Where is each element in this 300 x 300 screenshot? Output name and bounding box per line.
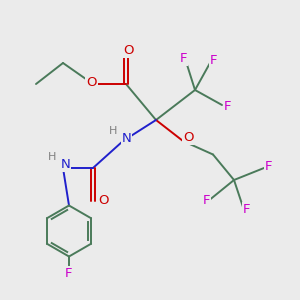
Text: H: H — [48, 152, 57, 163]
Text: F: F — [179, 52, 187, 65]
Text: O: O — [98, 194, 109, 208]
Text: F: F — [265, 160, 272, 173]
Text: N: N — [122, 132, 131, 145]
Text: O: O — [124, 44, 134, 58]
Text: F: F — [243, 203, 250, 216]
Text: F: F — [224, 100, 231, 113]
Text: N: N — [61, 158, 70, 172]
Text: O: O — [86, 76, 97, 89]
Text: F: F — [210, 53, 217, 67]
Text: O: O — [183, 131, 194, 144]
Text: F: F — [203, 194, 210, 208]
Text: H: H — [109, 126, 118, 136]
Text: F: F — [65, 267, 73, 280]
